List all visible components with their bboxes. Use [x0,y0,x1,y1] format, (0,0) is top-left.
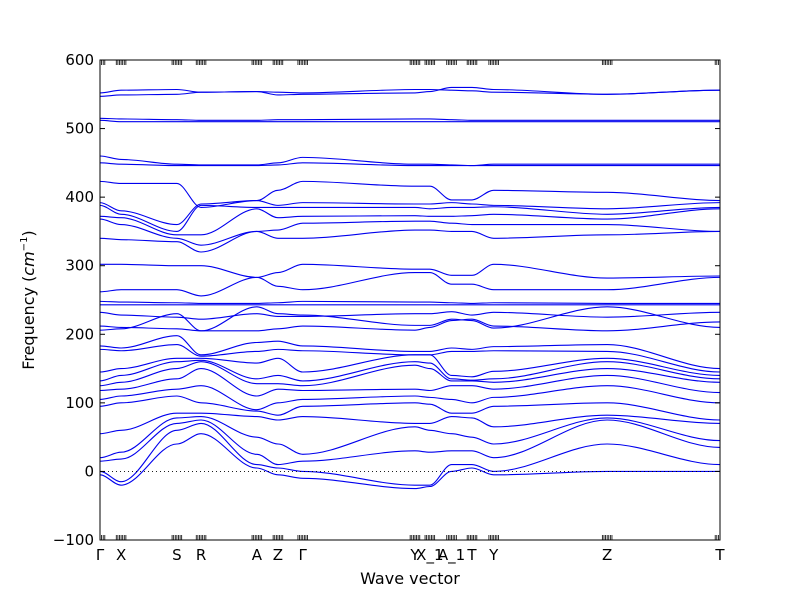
x-tick-label-4: R [196,546,206,564]
band-line-14 [99,272,721,297]
band-line-25 [99,368,721,397]
x-tick-label-5: A [252,546,263,564]
y-tick-label: 100 [65,394,94,412]
band-line-19 [99,306,721,332]
y-tick-label: −100 [53,531,94,549]
band-line-2 [99,86,721,97]
band-line-8 [99,200,721,226]
y-axis-ticks: −100 0 100 200 300 400 500 600 [53,51,720,549]
x-axis-ticks: Γ X S R A Z Γ YX_1A_1 T Y Z T [96,60,725,565]
band-line-29 [99,416,721,459]
x-tick-label-11: T [466,546,477,564]
y-axis-label: Frequency (cm−1) [19,230,38,369]
band-line-9 [99,204,721,232]
plot-frame [99,59,721,541]
band-line-20 [99,335,721,370]
band-line-32 [99,433,720,490]
band-line-28 [99,412,721,435]
band-line-24 [99,361,721,387]
x-tick-label-1: Γ [96,546,105,564]
y-tick-label: 200 [65,325,94,343]
band-line-26 [99,385,721,411]
x-tick-label-3: S [172,546,182,564]
x-axis-label: Wave vector [360,569,460,588]
band-line-13 [100,263,721,279]
x-tick-label-12: Y [488,546,499,564]
x-tick-label-2: X [116,546,126,564]
x-tick-label-13: Z [602,546,612,564]
band-line-4 [99,119,720,123]
band-line-30 [99,419,721,466]
x-tick-label-14: T [714,546,725,564]
y-tick-label: 300 [65,257,94,275]
band-line-22 [99,354,721,378]
y-tick-label: 600 [65,51,94,69]
y-tick-label: 0 [84,462,94,480]
band-line-23 [99,359,721,382]
x-tick-label-7: Γ [299,546,308,564]
band-line-10 [99,208,721,236]
band-line-15 [99,300,720,304]
phonon-bands [99,86,721,490]
band-line-17 [99,311,721,320]
band-line-12 [99,229,721,253]
x-tick-label-6: Z [273,546,283,564]
y-tick-label: 500 [65,120,94,138]
band-line-6 [99,162,720,167]
x-tick-label-10: A_1 [438,546,465,565]
band-line-21 [99,344,721,373]
band-line-3 [99,117,720,121]
x-tick-label-8: Y [409,546,420,564]
band-line-31 [99,422,721,486]
band-line-27 [99,395,721,421]
x-tick-label-9: X_1 [416,546,443,565]
band-line-7 [99,180,721,208]
band-line-5 [99,155,720,167]
band-line-11 [99,218,721,246]
band-line-1 [99,88,721,95]
y-tick-label: 400 [65,188,94,206]
